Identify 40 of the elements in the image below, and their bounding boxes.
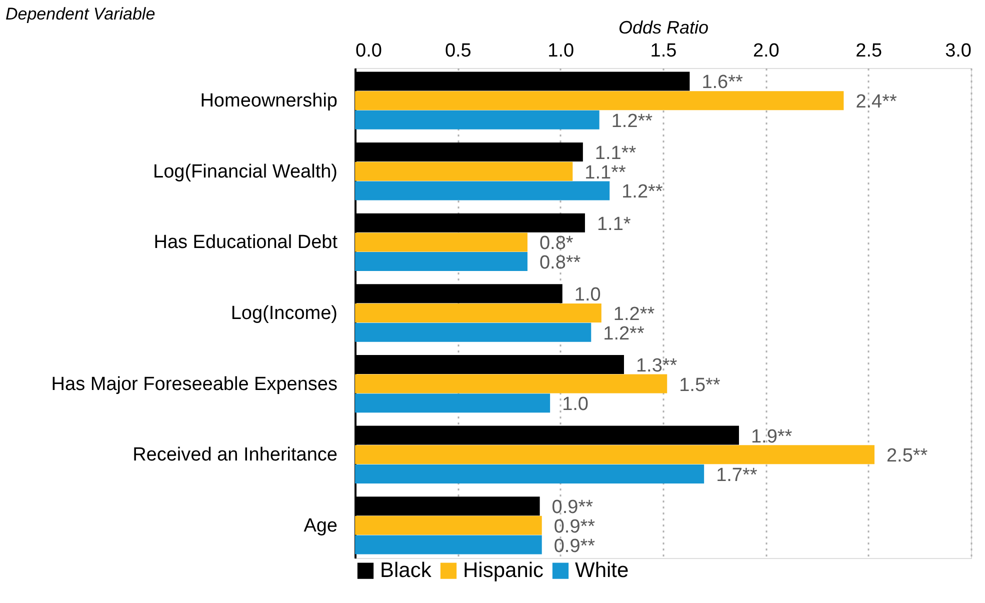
y-tick-label: Log(Financial Wealth) [153, 161, 338, 182]
x-tick-label: 3.0 [945, 40, 972, 62]
data-label: 1.2** [603, 323, 645, 344]
data-label: 1.2** [611, 110, 654, 132]
y-tick-label: Log(Income) [230, 303, 338, 324]
data-label: 0.9** [554, 536, 596, 557]
y-tick-label: Has Major Foreseeable Expenses [51, 374, 338, 395]
legend-label: Black [380, 558, 432, 582]
data-label: 1.1** [594, 143, 637, 164]
data-label: 1.7** [716, 464, 758, 486]
x-tick-label: 1.5 [650, 40, 677, 62]
data-label: 1.0 [574, 284, 601, 306]
data-label: 1.3** [636, 355, 678, 376]
x-tick-label: 2.0 [752, 40, 780, 62]
y-tick-label: Homeownership [200, 90, 338, 112]
data-label: 1.2** [613, 304, 656, 325]
data-label: 0.9** [552, 497, 594, 518]
data-label: 2.4** [856, 92, 898, 113]
x-axis-title: Odds Ratio [618, 18, 709, 38]
data-label: 0.8* [539, 233, 574, 254]
data-label: 1.0 [562, 394, 588, 416]
y-axis-title: Dependent Variable [6, 4, 156, 24]
data-label: 1.6** [702, 72, 744, 94]
data-label: 1.2** [622, 182, 664, 203]
x-tick-label: 0.5 [444, 40, 472, 62]
y-tick-label: Has Educational Debt [154, 232, 338, 254]
data-label: 1.5** [679, 374, 721, 396]
data-label: 0.9** [554, 516, 596, 538]
x-tick-label: 0.0 [356, 40, 382, 62]
data-label: 1.1** [584, 162, 626, 184]
x-tick-label: 1.0 [548, 40, 574, 62]
y-tick-label: Received an Inheritance [132, 444, 338, 466]
data-label: 1.9** [750, 426, 793, 448]
data-label: 1.1* [596, 214, 632, 235]
x-tick-label: 2.5 [856, 40, 882, 62]
y-tick-label: Age [304, 515, 338, 536]
data-label: 0.8** [539, 252, 582, 274]
legend-label: White [575, 558, 629, 582]
legend-label: Hispanic [463, 558, 544, 582]
data-label: 2.5** [886, 446, 928, 467]
